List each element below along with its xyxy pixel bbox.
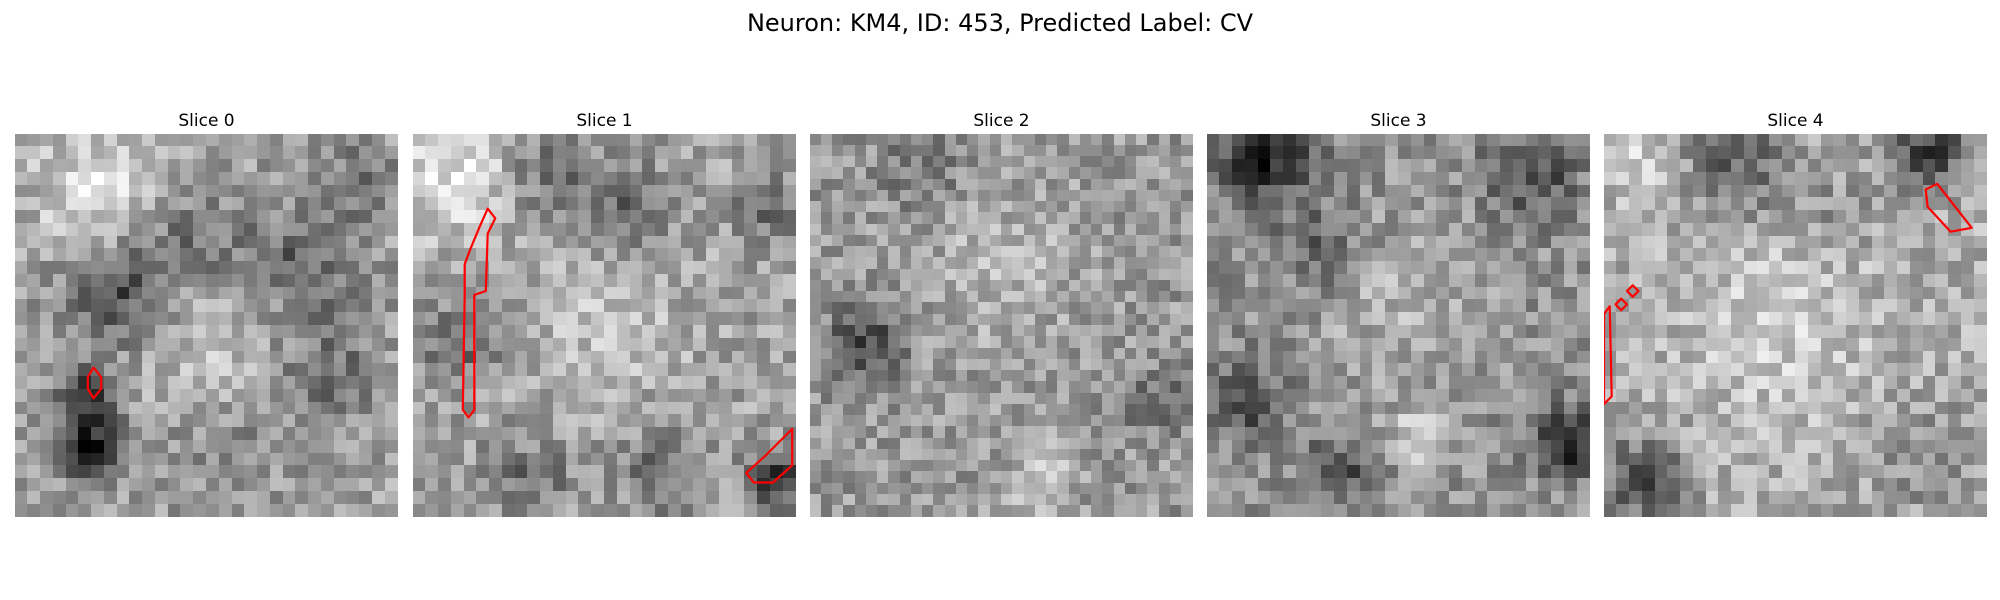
slice-panel-1: Slice 1 [413,108,796,517]
segmentation-contour [1604,305,1613,406]
slice-panel-3: Slice 3 [1207,108,1590,517]
slice-panel-0: Slice 0 [15,108,398,517]
segmentation-contour [1614,297,1629,312]
contour-overlay [1604,182,1973,406]
slice-pixels [15,134,398,517]
segmentation-contour [86,366,103,400]
slice-pixels [413,134,796,517]
segmentation-contour [1625,284,1640,298]
contour-overlay [461,207,794,484]
slice-image [1604,134,1987,517]
slice-title: Slice 3 [1370,111,1427,131]
figure-title: Neuron: KM4, ID: 453, Predicted Label: C… [746,9,1254,37]
slice-title: Slice 4 [1767,111,1824,131]
slice-pixels [810,134,1193,517]
slice-image [413,134,796,517]
slice-image [15,134,398,517]
contour-overlay [1207,134,1590,517]
slice-panel-2: Slice 2 [810,108,1193,517]
slice-title: Slice 1 [576,111,633,131]
segmentation-contour [461,207,497,419]
slice-title: Slice 0 [178,111,235,131]
slice-image [810,134,1193,517]
slice-title: Slice 2 [973,111,1030,131]
contour-overlay [810,134,1193,517]
segmentation-contour [745,427,794,484]
slice-pixels [1604,134,1987,517]
slice-panel-4: Slice 4 [1604,108,1987,517]
slice-pixels [1207,134,1590,517]
contour-overlay [86,366,103,400]
slice-image [1207,134,1590,517]
segmentation-contour [1924,182,1973,233]
